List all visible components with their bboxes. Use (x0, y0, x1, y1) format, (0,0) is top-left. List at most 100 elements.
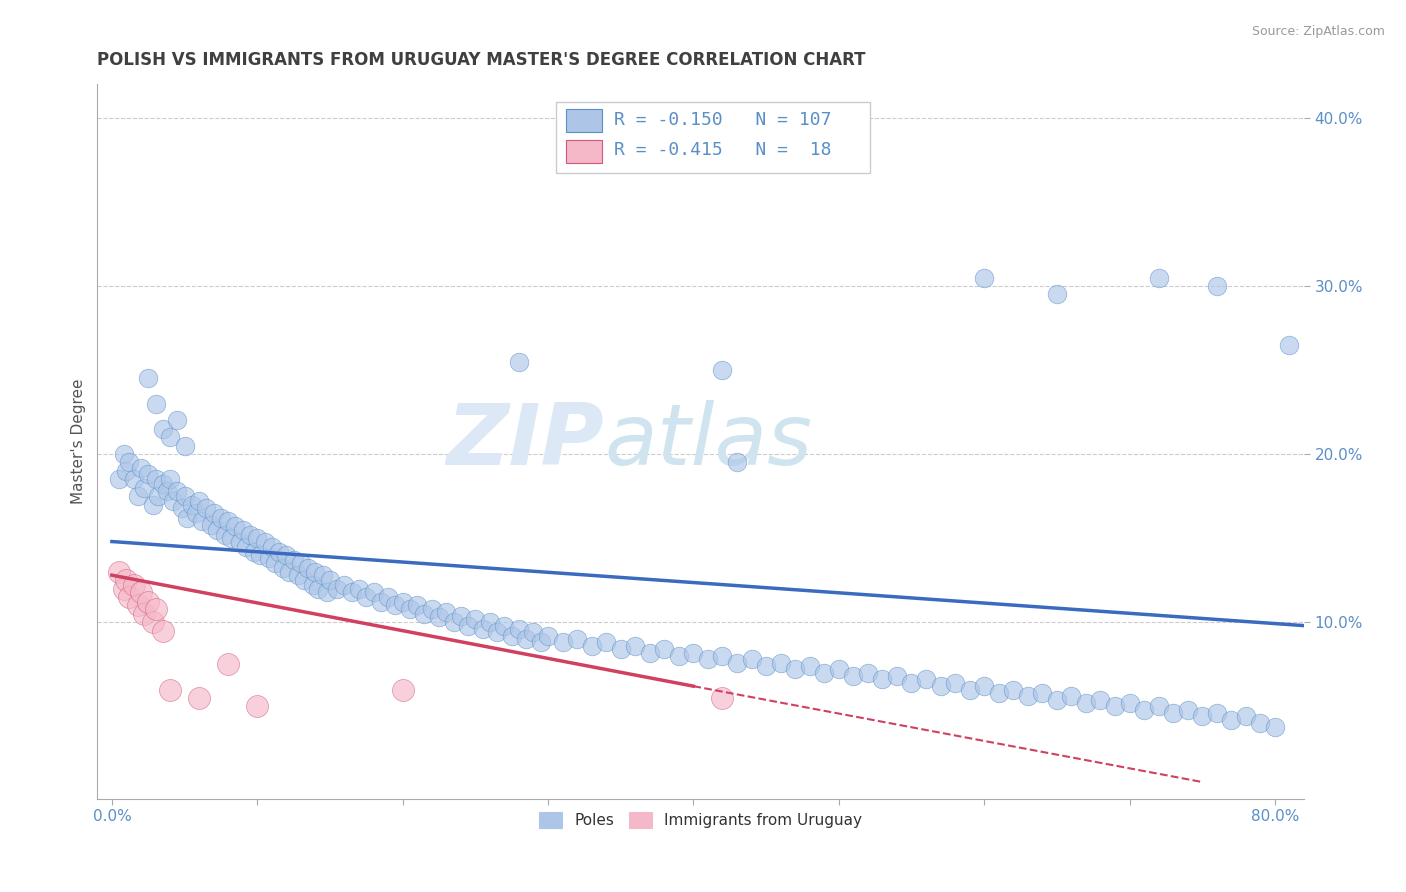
Point (145, 472, 167, 486)
Point (1147, 270, 1170, 285)
Point (929, 679, 952, 693)
Point (856, 665, 879, 680)
Point (263, 557, 285, 571)
Point (1017, 690, 1039, 704)
Point (1177, 703, 1199, 717)
Point (148, 489, 170, 503)
Point (170, 500, 193, 515)
Point (229, 534, 252, 549)
Point (413, 607, 436, 621)
Point (399, 602, 422, 616)
Point (186, 506, 208, 520)
Point (959, 682, 981, 697)
Point (319, 573, 342, 587)
Point (1365, 455, 1388, 469)
Point (1147, 699, 1170, 714)
Point (1031, 686, 1053, 700)
Point (132, 607, 155, 621)
Point (127, 489, 149, 503)
Point (239, 528, 262, 542)
Point (173, 439, 195, 453)
Point (152, 477, 174, 491)
Point (522, 625, 544, 640)
Point (312, 568, 335, 582)
Point (249, 548, 271, 562)
Point (799, 659, 821, 673)
Point (176, 511, 198, 525)
Point (108, 565, 131, 579)
Point (136, 371, 159, 385)
Point (340, 585, 363, 599)
Point (668, 648, 690, 663)
Point (304, 565, 326, 579)
Point (943, 675, 966, 690)
Point (363, 585, 385, 599)
Point (785, 662, 807, 676)
Point (450, 608, 472, 623)
Point (828, 662, 851, 676)
Point (457, 618, 479, 632)
Point (769, 656, 792, 670)
Point (551, 635, 574, 649)
Point (115, 464, 138, 478)
Point (347, 582, 370, 596)
Point (122, 472, 145, 486)
Point (159, 682, 181, 697)
FancyBboxPatch shape (565, 109, 602, 132)
Point (122, 578, 145, 592)
Point (191, 514, 214, 528)
Point (987, 686, 1010, 700)
Point (478, 615, 501, 630)
Point (515, 632, 537, 646)
Point (725, 455, 748, 469)
Point (115, 573, 138, 587)
Point (145, 602, 167, 616)
Point (257, 551, 280, 566)
Text: atlas: atlas (605, 400, 813, 483)
Text: R = -0.150   N = 107: R = -0.150 N = 107 (614, 111, 831, 128)
Point (287, 568, 309, 582)
Point (290, 557, 312, 571)
Point (486, 625, 509, 640)
Point (384, 599, 406, 613)
Point (530, 635, 553, 649)
Point (152, 624, 174, 638)
Point (508, 354, 530, 368)
Point (501, 629, 523, 643)
Point (224, 519, 246, 533)
Point (127, 599, 149, 613)
Point (1133, 703, 1156, 717)
Point (297, 561, 319, 575)
Point (1002, 682, 1025, 697)
Point (273, 561, 295, 575)
Point (356, 590, 378, 604)
Point (166, 484, 188, 499)
Point (391, 595, 413, 609)
FancyBboxPatch shape (555, 102, 869, 173)
Legend: Poles, Immigrants from Uruguay: Poles, Immigrants from Uruguay (533, 805, 869, 834)
Point (682, 646, 704, 660)
Point (406, 599, 429, 613)
Point (217, 514, 239, 528)
Point (202, 506, 225, 520)
Point (301, 578, 323, 592)
Point (609, 642, 631, 657)
Point (915, 673, 938, 687)
Point (711, 648, 734, 663)
Point (159, 430, 181, 444)
Point (156, 484, 179, 499)
Point (494, 618, 516, 632)
Point (595, 635, 617, 649)
Point (755, 659, 778, 673)
Point (333, 578, 356, 592)
Point (278, 565, 301, 579)
Point (1046, 287, 1069, 301)
Point (1191, 709, 1213, 723)
Text: Source: ZipAtlas.com: Source: ZipAtlas.com (1251, 25, 1385, 38)
Point (652, 642, 675, 657)
Point (1278, 338, 1301, 352)
Point (307, 582, 329, 596)
Point (471, 622, 494, 636)
Point (377, 590, 399, 604)
Point (1060, 690, 1083, 704)
